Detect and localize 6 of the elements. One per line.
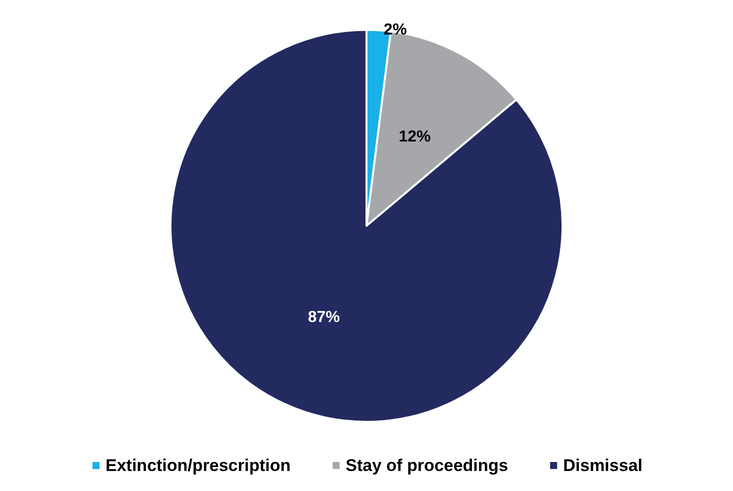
legend-label: Extinction/prescription	[106, 456, 291, 475]
legend-label: Dismissal	[563, 456, 643, 475]
data-label: 87%	[308, 308, 340, 326]
data-label: 2%	[384, 22, 407, 39]
data-label: 12%	[398, 128, 431, 146]
legend-label: Stay of proceedings	[346, 456, 508, 475]
